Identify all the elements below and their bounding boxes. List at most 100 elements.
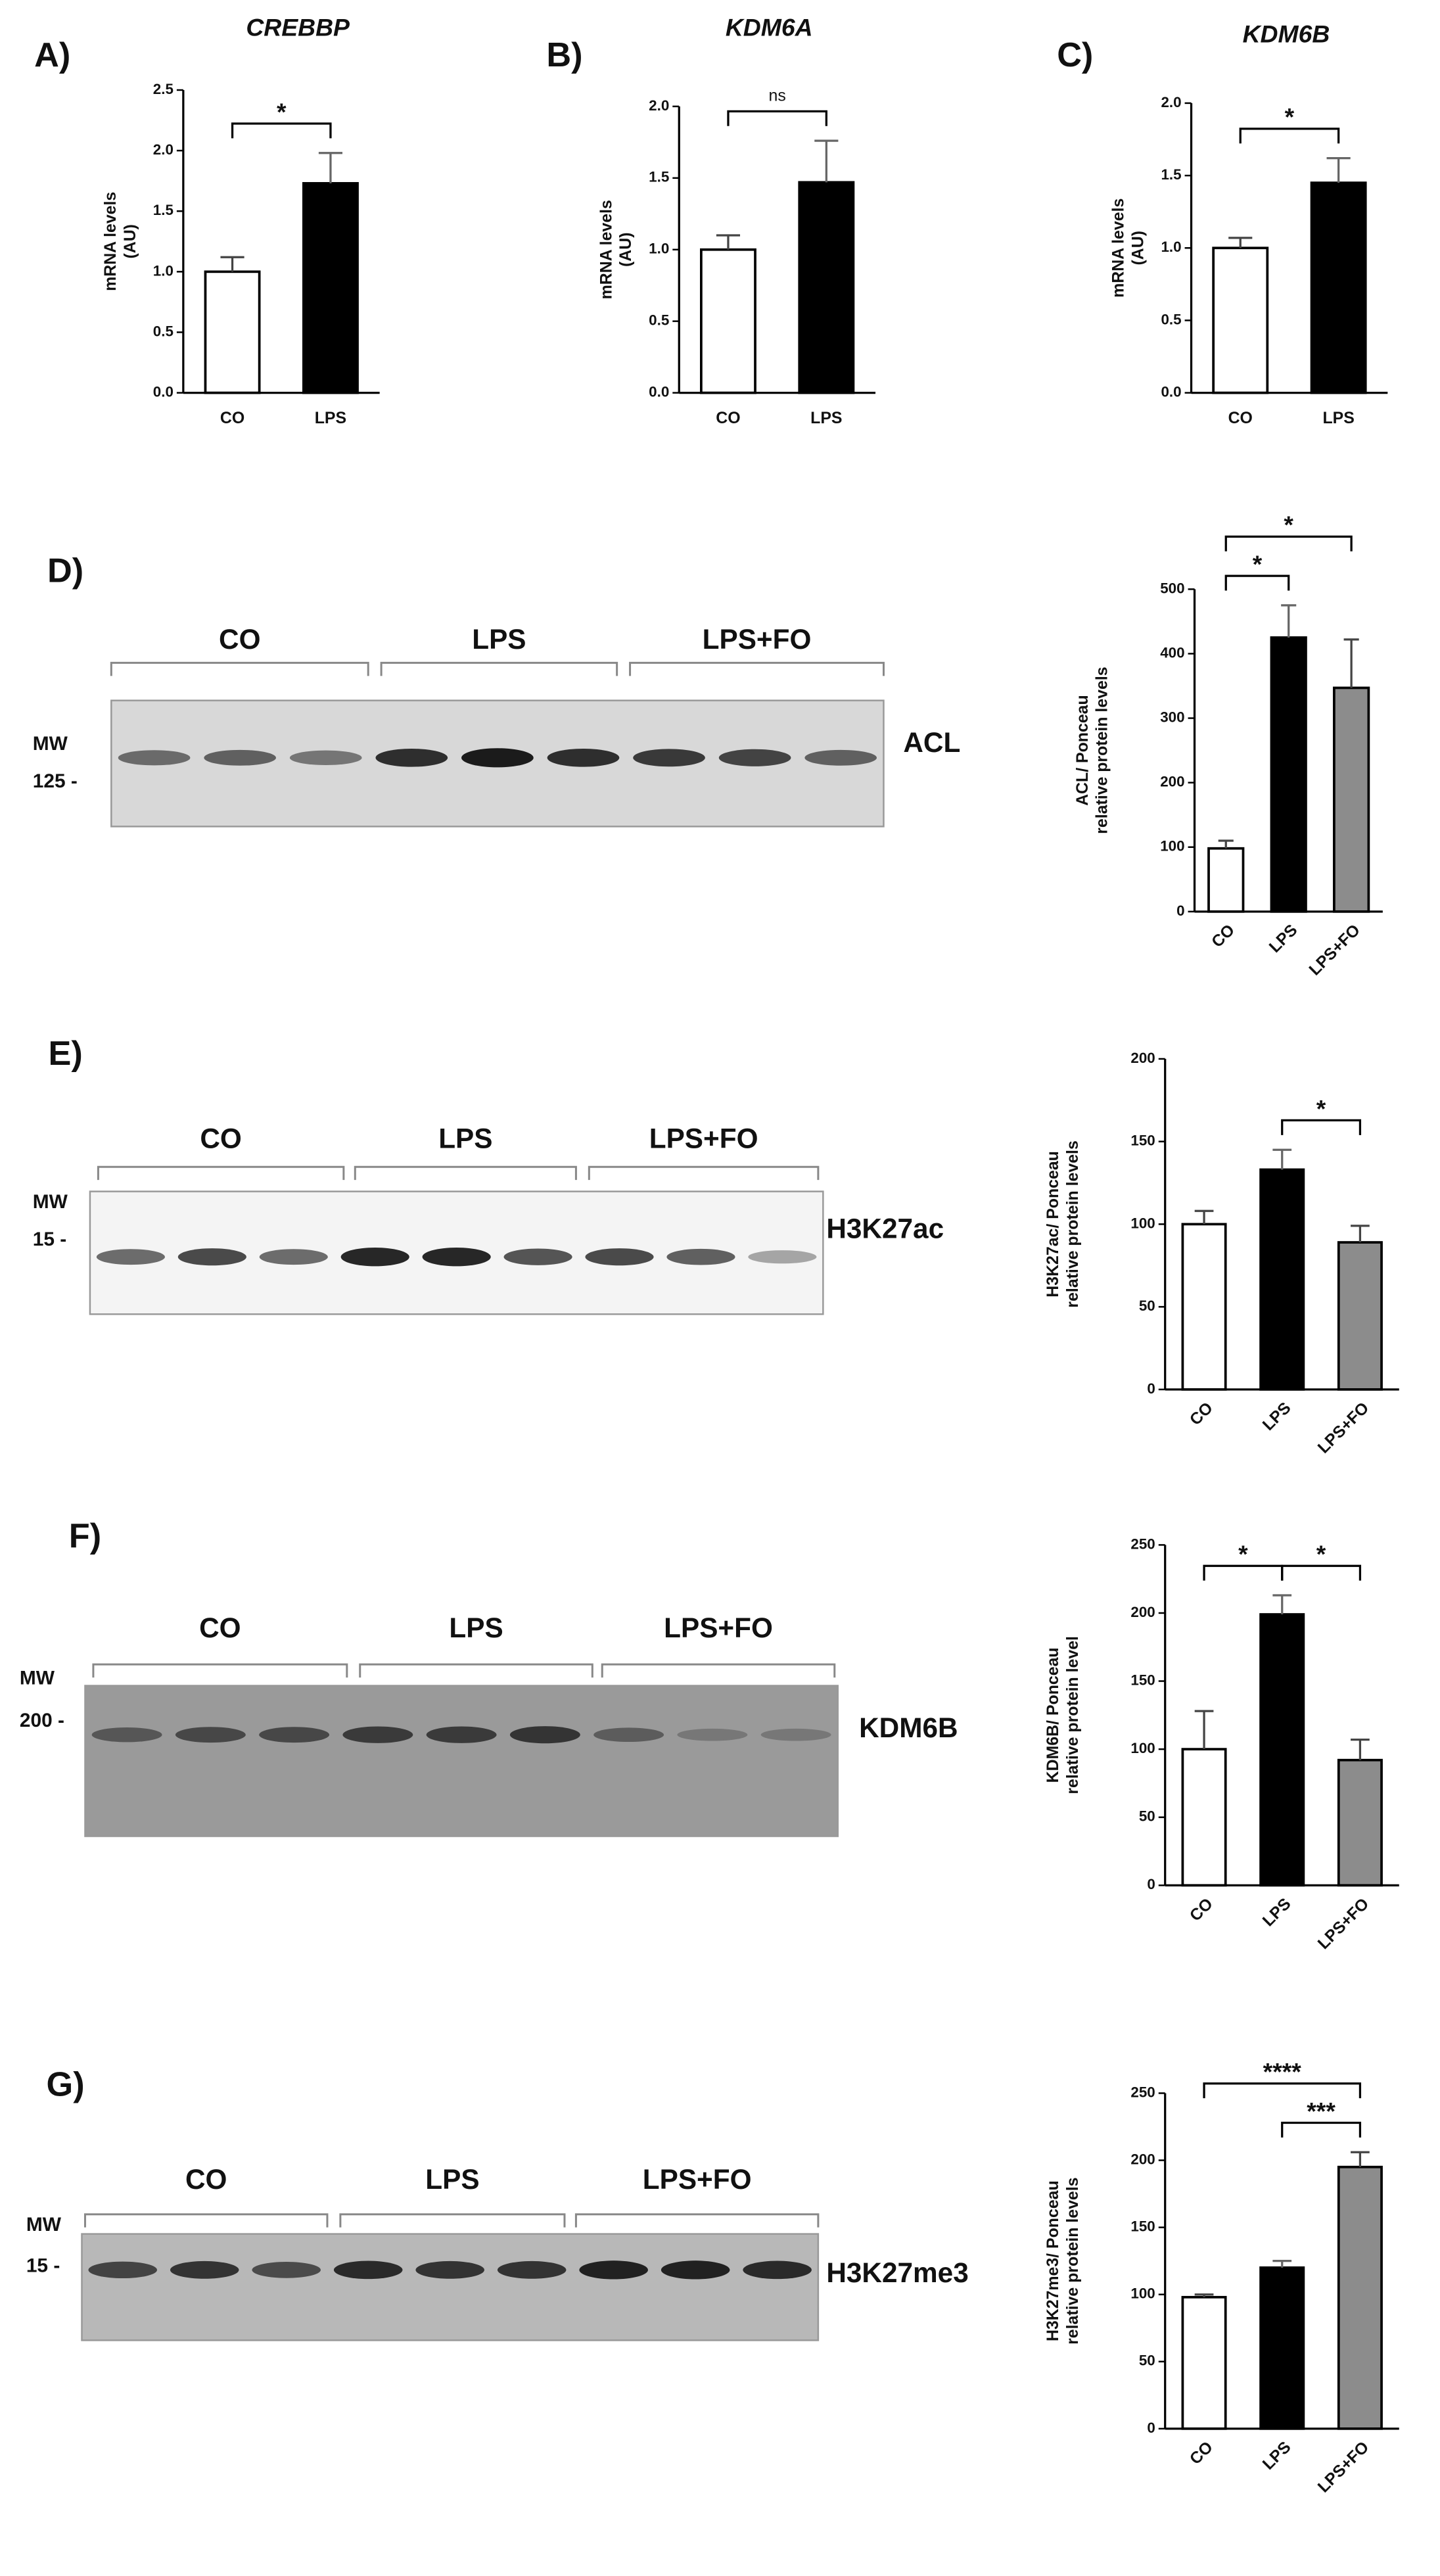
bar — [1259, 2266, 1305, 2430]
blot-band — [585, 1248, 654, 1266]
chart-title: CREBBP — [246, 14, 350, 41]
y-tick-label: 150 — [1130, 2218, 1155, 2235]
error-bar — [1194, 2293, 1214, 2297]
y-tick-label: 200 — [1130, 2151, 1155, 2167]
panel-label: G) — [47, 2065, 85, 2103]
y-axis-label: (AU) — [121, 224, 139, 259]
blot-target: H3K27me3 — [826, 2257, 968, 2288]
mw-label: MW — [26, 2214, 62, 2236]
bar — [700, 248, 756, 394]
y-tick-label: 2.0 — [153, 141, 174, 158]
blot-band — [204, 749, 277, 766]
y-axis-label: (AU) — [1128, 231, 1147, 265]
blot-band — [88, 2261, 158, 2279]
blot-band — [259, 1727, 330, 1743]
y-tick-label: 500 — [1160, 580, 1184, 596]
y-tick-label: 50 — [1139, 1298, 1155, 1314]
significance-bracket — [1224, 535, 1353, 551]
group-label: LPS+FO — [649, 1123, 758, 1154]
y-tick-label: 100 — [1160, 838, 1184, 855]
mw-marker: 125 - — [33, 770, 78, 792]
blot-band — [743, 2260, 812, 2280]
significance-label: * — [1284, 511, 1293, 538]
chart-title: KDM6A — [726, 14, 813, 41]
panel-label: F) — [69, 1517, 101, 1555]
bar — [1337, 1241, 1383, 1391]
significance-label: * — [1316, 1540, 1326, 1568]
y-tick-label: 0.5 — [153, 323, 174, 339]
y-tick-label: 1.0 — [649, 241, 669, 257]
group-bracket — [97, 1165, 345, 1181]
blot-band — [375, 748, 448, 767]
group-bracket — [92, 1663, 348, 1678]
y-tick-label: 100 — [1130, 2285, 1155, 2302]
group-bracket — [339, 2213, 566, 2228]
blot-band — [252, 2262, 321, 2278]
group-label: CO — [219, 624, 260, 655]
y-tick-label: 100 — [1130, 1215, 1155, 1231]
y-tick-label: 200 — [1130, 1050, 1155, 1066]
group-label: LPS — [449, 1612, 503, 1643]
group-label: CO — [200, 1123, 241, 1154]
bar — [302, 181, 359, 394]
x-tick-label: CO — [716, 409, 740, 427]
group-label: LPS — [425, 2164, 479, 2195]
y-tick-label: 0.0 — [1161, 384, 1181, 400]
group-bracket — [574, 2213, 820, 2228]
y-axis-label: relative protein levels — [1063, 2177, 1082, 2344]
bar — [1270, 636, 1307, 913]
blot-band — [579, 2260, 648, 2280]
significance-label: * — [277, 98, 287, 126]
y-tick-label: 50 — [1139, 2353, 1155, 2369]
y-tick-label: 0 — [1176, 902, 1184, 919]
error-bar — [1218, 839, 1234, 849]
y-tick-label: 1.0 — [153, 262, 174, 279]
y-tick-label: 300 — [1160, 709, 1184, 725]
y-axis-label: relative protein levels — [1063, 1140, 1082, 1307]
y-tick-label: 100 — [1130, 1740, 1155, 1756]
error-bar — [1194, 1710, 1214, 1750]
blot-band — [118, 750, 191, 766]
y-tick-label: 250 — [1130, 1535, 1155, 1552]
error-bar — [1351, 2151, 1370, 2167]
significance-bracket — [1281, 1564, 1362, 1581]
error-bar — [1351, 1739, 1370, 1760]
group-bracket — [110, 661, 369, 676]
blot-band — [177, 1248, 246, 1266]
significance-label: *** — [1307, 2097, 1335, 2124]
blot-band — [718, 749, 791, 766]
group-bracket — [380, 661, 618, 676]
y-tick-label: 150 — [1130, 1133, 1155, 1149]
group-label: CO — [199, 1612, 241, 1643]
significance-bracket — [1239, 128, 1340, 144]
bar — [1181, 2295, 1227, 2430]
bar — [1259, 1168, 1305, 1391]
y-tick-label: 1.5 — [153, 202, 174, 218]
blot-band — [760, 1728, 831, 1741]
error-bar — [1272, 1594, 1292, 1615]
y-tick-label: 0.0 — [649, 384, 669, 400]
blot-band — [503, 1248, 572, 1265]
x-tick-label: LPS — [810, 409, 842, 427]
blot-band — [509, 1726, 580, 1744]
significance-bracket — [1281, 2121, 1362, 2138]
group-bracket — [601, 1663, 836, 1678]
error-bar — [716, 234, 741, 250]
y-tick-label: 200 — [1130, 1604, 1155, 1620]
bar — [1212, 246, 1269, 394]
blot-band — [170, 2260, 239, 2279]
y-tick-label: 2.0 — [1161, 94, 1181, 110]
blot-band — [461, 748, 534, 768]
error-bar — [1351, 1225, 1370, 1243]
blot-band — [748, 1250, 817, 1264]
blot-band — [633, 749, 705, 767]
blot-band — [661, 2260, 730, 2280]
significance-label: * — [1253, 550, 1263, 578]
y-tick-label: 0.5 — [649, 312, 669, 329]
y-tick-label: 150 — [1130, 1672, 1155, 1688]
blot-band — [96, 1249, 165, 1265]
significance-bracket — [1281, 1119, 1362, 1135]
blot-band — [666, 1248, 735, 1265]
mw-label: MW — [20, 1667, 55, 1689]
